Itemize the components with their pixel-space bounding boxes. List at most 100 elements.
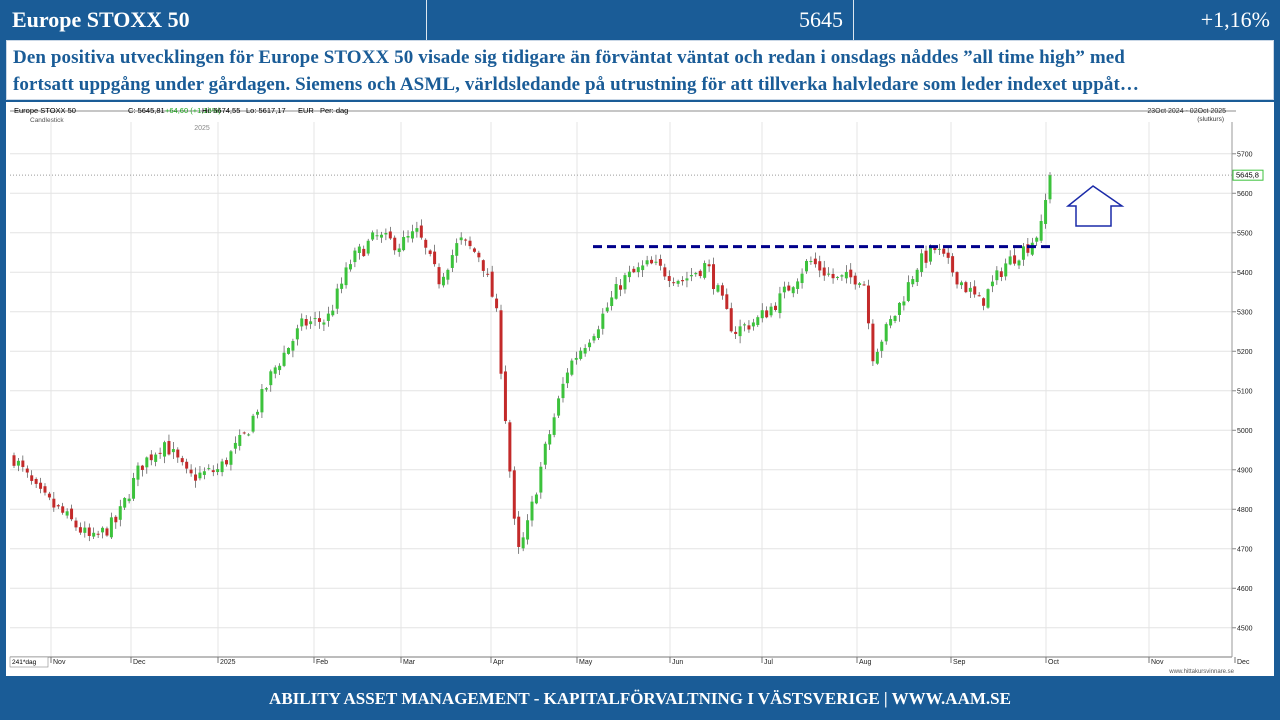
candle-body	[729, 308, 733, 332]
index-change: +1,16%	[1200, 7, 1270, 32]
candle-body	[712, 264, 716, 290]
candle-body	[641, 265, 645, 271]
candle-body	[163, 442, 167, 457]
candle-body	[247, 434, 251, 436]
x-axis-labels: Nov Dec 2025 Feb Mar Apr May Jun Jul Aug Sep Oct Nov…	[53, 659, 1250, 666]
candle-body	[990, 281, 994, 287]
candle-body	[171, 449, 175, 453]
candle-body	[331, 310, 335, 316]
candle-body	[127, 498, 131, 502]
candle-body	[194, 474, 198, 481]
candle-body	[415, 228, 419, 232]
candle-body	[220, 461, 224, 473]
candle-body	[371, 232, 375, 240]
x-tick-label: Dec	[133, 659, 146, 666]
candle-body	[703, 263, 707, 278]
candle-body	[512, 470, 516, 519]
candle-body	[468, 240, 472, 247]
candle-body	[508, 422, 512, 472]
candle-body	[658, 258, 662, 266]
candle-body	[304, 319, 308, 326]
candle-body	[481, 260, 485, 271]
candle-body	[650, 259, 654, 264]
header-divider	[426, 0, 427, 40]
candle-body	[30, 475, 34, 481]
candle-body	[915, 269, 919, 283]
candle-body	[61, 506, 65, 513]
candle-body	[951, 256, 955, 273]
candle-body	[1013, 255, 1017, 264]
candle-body	[570, 360, 574, 375]
candle-body	[774, 305, 778, 311]
candle-body	[149, 454, 153, 461]
y-tick-label: 4800	[1237, 507, 1253, 514]
candle-body	[924, 250, 928, 263]
candle-body	[937, 248, 941, 250]
candle-body	[875, 351, 879, 364]
candle-body	[379, 234, 383, 238]
x-tick-label: Nov	[53, 659, 66, 666]
candle-body	[743, 324, 747, 326]
candle-body	[154, 454, 158, 462]
candle-body	[853, 275, 857, 285]
candle-body	[39, 482, 43, 489]
x-tick-label: May	[579, 659, 593, 666]
candle-body	[384, 232, 388, 235]
y-tick-label: 4700	[1237, 546, 1253, 553]
candle-body	[78, 527, 82, 533]
candle-body	[796, 281, 800, 289]
candle-body	[366, 240, 370, 254]
candle-body	[725, 294, 729, 309]
candle-body	[87, 527, 91, 536]
candle-body	[871, 323, 875, 362]
index-title: Europe STOXX 50	[12, 7, 190, 32]
candle-body	[902, 301, 906, 306]
candle-body	[840, 275, 844, 277]
y-tick-label: 5200	[1237, 349, 1253, 356]
candle-body	[286, 348, 290, 354]
candle-body	[348, 264, 352, 270]
candle-body	[561, 383, 565, 399]
candle-body	[101, 527, 105, 533]
candle-body	[530, 501, 534, 521]
candle-body	[123, 497, 127, 508]
candle-body	[787, 285, 791, 291]
candle-body	[419, 225, 423, 238]
candle-body	[503, 371, 507, 422]
candle-body	[34, 478, 38, 484]
candle-body	[689, 274, 693, 277]
candle-body	[521, 537, 525, 549]
candle-body	[588, 342, 592, 348]
index-price: 5645	[799, 7, 843, 32]
candle-body	[911, 279, 915, 285]
y-tick-label: 5600	[1237, 191, 1253, 198]
candle-body	[486, 273, 490, 275]
candle-body	[490, 271, 494, 297]
candle-body	[317, 318, 321, 322]
footer-bar: ABILITY ASSET MANAGEMENT - KAPITALFÖRVAL…	[269, 689, 1011, 708]
candle-body	[242, 432, 246, 434]
candle-body	[1035, 237, 1039, 242]
candle-body	[202, 471, 206, 475]
candle-body	[884, 324, 888, 342]
candle-body	[402, 236, 406, 251]
y-tick-label: 5700	[1237, 151, 1253, 158]
candle-body	[211, 470, 215, 473]
candle-body	[769, 306, 773, 316]
candle-body	[672, 282, 676, 284]
candle-body	[180, 458, 184, 463]
candle-body	[592, 336, 596, 341]
candle-body	[831, 273, 835, 279]
candle-body	[56, 505, 60, 507]
candle-body	[747, 325, 751, 330]
x-tick-label: Jun	[672, 659, 683, 666]
candle-body	[375, 235, 379, 237]
candle-body	[464, 239, 468, 241]
candle-body	[946, 252, 950, 258]
y-tick-label: 5100	[1237, 388, 1253, 395]
candle-body	[765, 310, 769, 318]
candle-body	[676, 280, 680, 284]
candle-body	[654, 261, 658, 263]
candle-body	[295, 328, 299, 340]
candle-body	[1008, 256, 1012, 265]
